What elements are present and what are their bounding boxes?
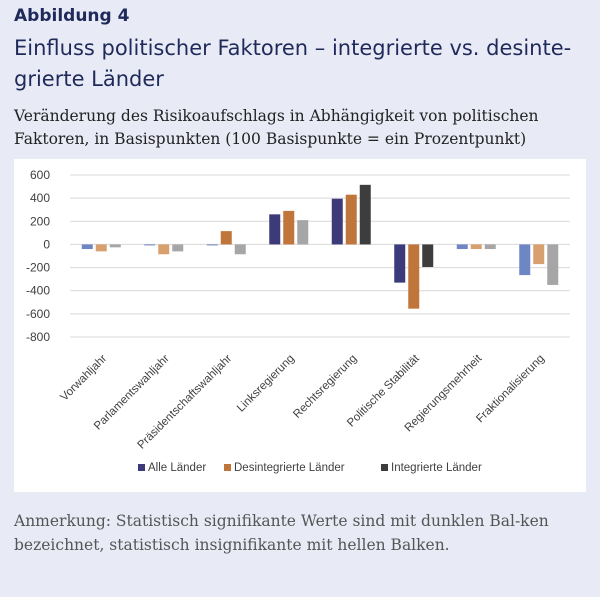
y-tick-label: 0 [43, 237, 50, 251]
y-tick-label: 400 [30, 191, 50, 205]
bar [519, 244, 531, 276]
bar [109, 244, 121, 248]
figure-note: Anmerkung: Statistisch signifikante Wert… [14, 512, 549, 554]
legend-label: Alle Länder [148, 462, 206, 474]
bar [422, 244, 434, 267]
bar [345, 194, 357, 245]
bar [283, 210, 295, 245]
bar [533, 244, 545, 265]
figure-title: Einfluss politischer Faktoren – integrie… [14, 36, 572, 91]
bar [408, 244, 420, 309]
bar [81, 244, 93, 250]
bar [234, 244, 246, 255]
y-tick-label: 600 [30, 168, 50, 182]
bar [158, 244, 170, 255]
x-tick-label: Vorwahljahr [58, 353, 109, 404]
bar [470, 244, 482, 250]
legend-swatch [138, 464, 145, 471]
bar [484, 244, 496, 250]
bar [220, 231, 232, 245]
y-tick-label: 200 [30, 214, 50, 228]
bar [206, 244, 218, 246]
y-tick-label: -400 [26, 284, 50, 298]
bar-chart: 6004002000-200-400-600-800VorwahljahrPar… [26, 168, 570, 474]
bar [144, 244, 156, 246]
bar [394, 244, 406, 283]
x-tick-label: Fraktionalisierung [474, 353, 547, 426]
bar [172, 244, 184, 252]
y-tick-label: -800 [26, 330, 50, 344]
y-tick-label: -600 [26, 307, 50, 321]
legend-label: Integrierte Länder [391, 462, 482, 474]
figure-subtitle: Veränderung des Risikoaufschlags in Abhä… [14, 107, 539, 148]
bar [456, 244, 468, 250]
x-tick-label: Rechtsregierung [291, 353, 359, 421]
legend-swatch [224, 464, 231, 471]
x-tick-label: Linksregierung [235, 353, 297, 415]
bar [331, 198, 343, 245]
bar [269, 214, 281, 245]
bar [297, 220, 309, 245]
legend-swatch [381, 464, 388, 471]
bar [95, 244, 107, 252]
legend-label: Desintegrierte Länder [234, 462, 345, 474]
chart-panel: 600 400 200 0 -200 -400 -600 -800 Vorwahljahr Par… [14, 159, 586, 492]
figure-label: Abbildung 4 [14, 6, 130, 26]
bar [547, 244, 559, 285]
bar [359, 184, 371, 245]
y-tick-label: -200 [26, 261, 50, 275]
